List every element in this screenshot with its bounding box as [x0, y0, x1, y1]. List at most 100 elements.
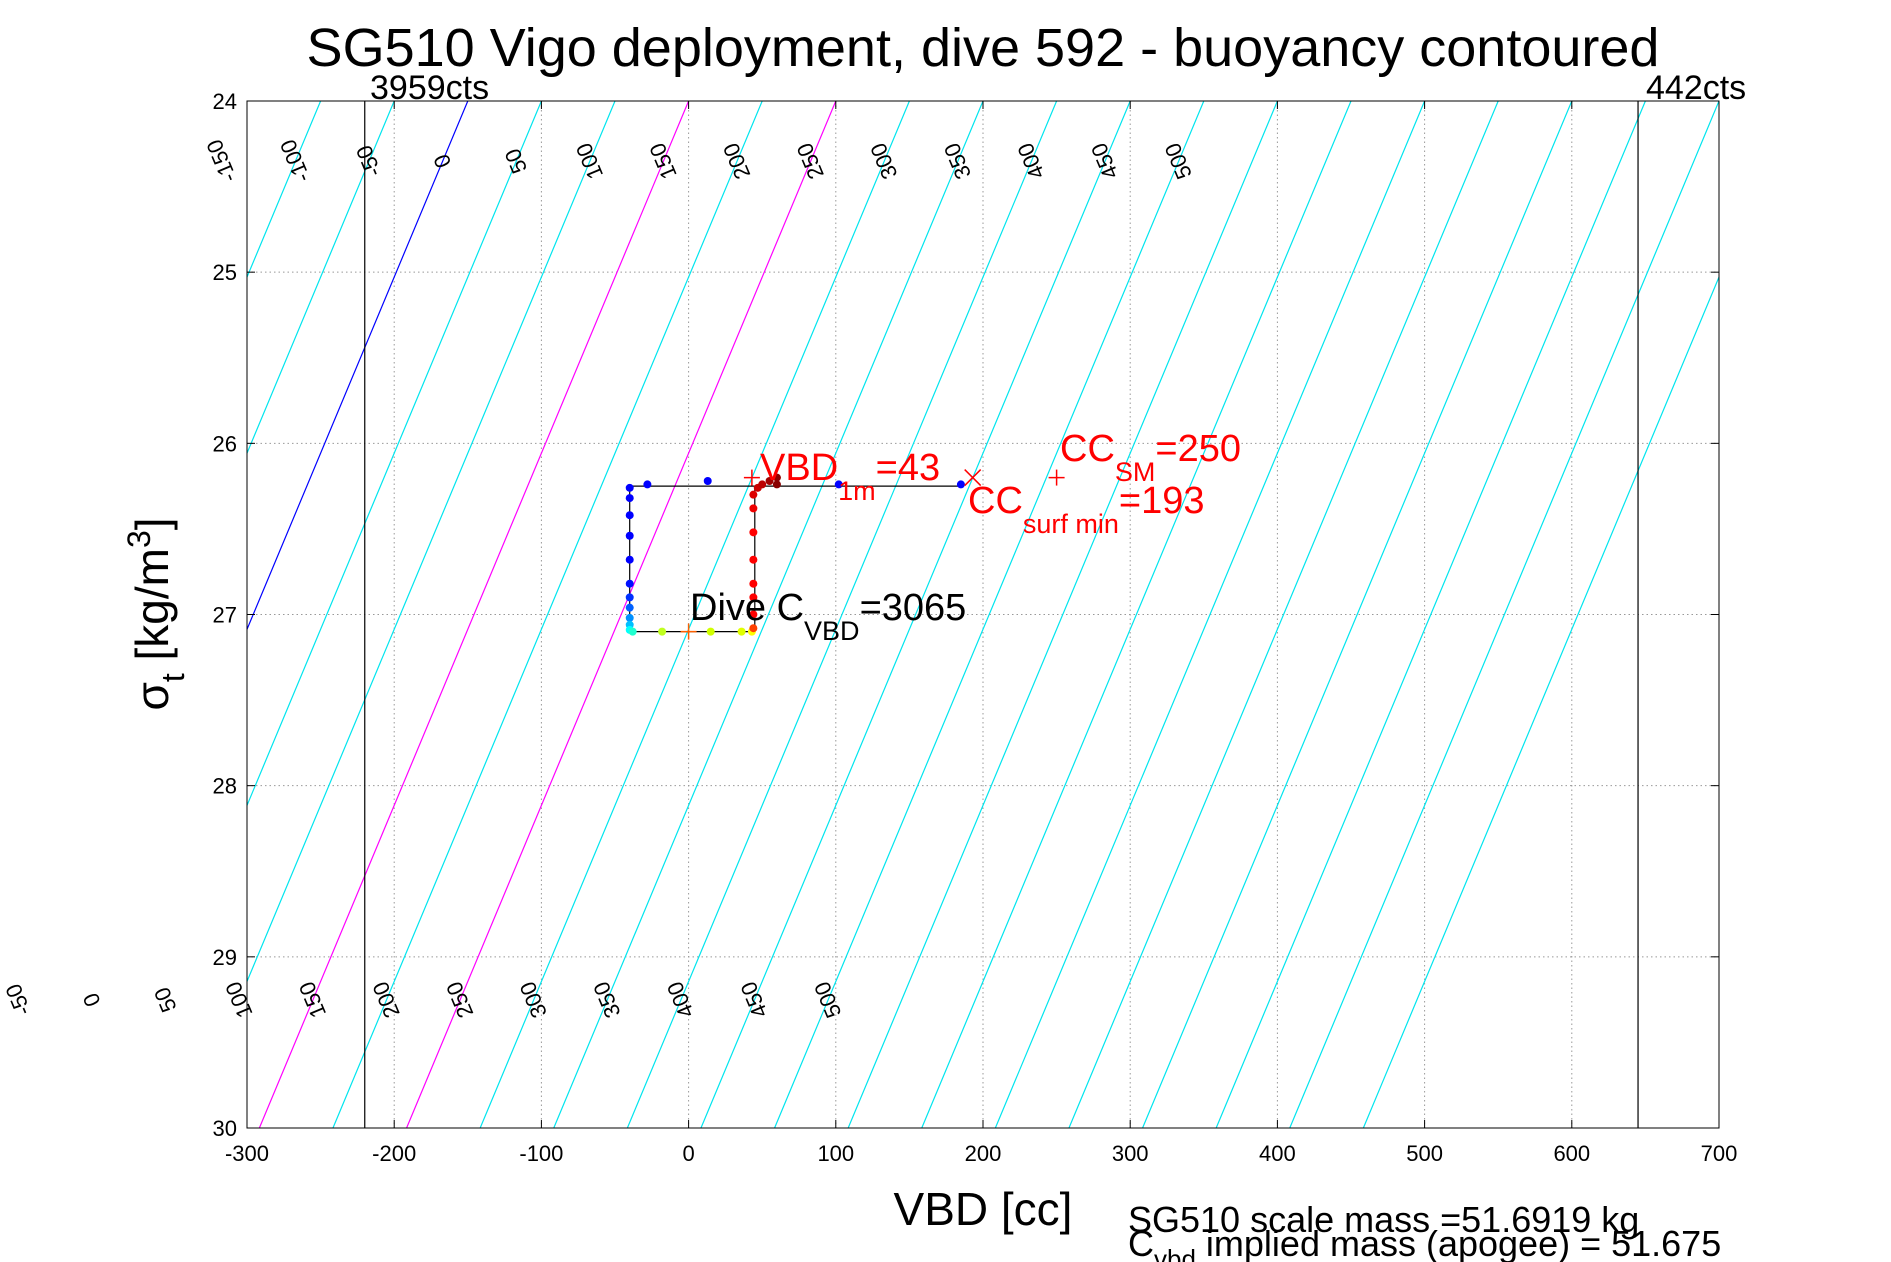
x-tick-label: 300	[1112, 1141, 1149, 1166]
contour-label-bottom-text: 200	[368, 978, 405, 1022]
contour-line	[1215, 101, 1646, 1128]
contour-line	[247, 101, 395, 455]
dive-trace-point	[625, 593, 634, 602]
axis-ticks: -300 -200 -100 0 100 200 300 400 500 600 700242526…	[213, 89, 1738, 1166]
contour-line	[258, 101, 690, 1128]
contour-line	[332, 101, 763, 1128]
dive-trace-point	[765, 476, 774, 485]
contour-label-top: 400	[1012, 139, 1049, 183]
cc-surf-annotation: CCsurf min=193	[968, 480, 1205, 539]
x-tick-label: 400	[1259, 1141, 1296, 1166]
dive-trace-point	[749, 528, 758, 537]
y-axis-label: σt [kg/m3]	[121, 517, 191, 710]
contour-line	[247, 101, 248, 103]
cc-sm-annotation: CCSM=250	[1060, 428, 1241, 487]
dive-trace-point	[749, 504, 758, 513]
x-axis-label: VBD [cc]	[894, 1183, 1073, 1235]
contour-label-bottom: 400	[662, 978, 699, 1022]
contour-label-top-text: -100	[275, 136, 315, 186]
x-tick-label: 700	[1701, 1141, 1738, 1166]
implied-mass-note: Cvbd implied mass (apogee) = 51.675	[1128, 1223, 1721, 1262]
contour-label-bottom: 500	[809, 978, 846, 1022]
contour-line	[700, 101, 1131, 1128]
dive-trace-point	[658, 627, 667, 636]
dive-trace-point	[625, 579, 634, 588]
contour-label-bottom: 300	[515, 978, 552, 1022]
contour-line	[1289, 101, 1719, 1128]
x-tick-label: -200	[372, 1141, 416, 1166]
contour-line	[406, 101, 837, 1128]
vbd-1m-annotation: VBD1m=43	[760, 447, 940, 506]
dive-trace-point	[749, 490, 758, 499]
vbd-limit-lines	[364, 101, 1639, 1128]
contour-label-bottom-text: 300	[515, 978, 552, 1022]
contour-line	[553, 101, 984, 1128]
contour-label-top: 200	[718, 139, 755, 183]
limit-label-right: 442cts	[1646, 69, 1746, 107]
contour-line	[921, 101, 1352, 1128]
contour-label-bottom-text: 500	[809, 978, 846, 1022]
contour-label-top: -150	[201, 136, 241, 186]
dive-trace-point	[625, 494, 634, 503]
contour-label-top: 150	[644, 139, 681, 183]
y-tick-label: 28	[213, 774, 237, 799]
contour-label-bottom-text: 0	[78, 989, 106, 1010]
contour-line	[626, 101, 1058, 1128]
chart-title: SG510 Vigo deployment, dive 592 - buoyan…	[307, 18, 1660, 78]
dive-trace-point	[625, 483, 634, 492]
contour-label-top: 0	[428, 151, 456, 172]
contour-label-top-text: 100	[571, 139, 608, 183]
x-tick-label: 200	[965, 1141, 1002, 1166]
contour-label-top: 350	[939, 139, 976, 183]
contour-label-top: -50	[351, 142, 386, 181]
contour-label-top-text: 200	[718, 139, 755, 183]
contour-label-bottom-text: 150	[294, 978, 331, 1022]
contour-label-top-text: 0	[428, 151, 456, 172]
dive-trace-point	[834, 480, 843, 489]
contour-label-bottom-text: -50	[0, 980, 35, 1019]
contour-label-top: 500	[1160, 139, 1197, 183]
contour-label-bottom: 50	[149, 984, 182, 1016]
contour-label-top-text: 450	[1086, 139, 1123, 183]
plus-marker	[743, 469, 760, 486]
dive-trace-point	[749, 624, 758, 633]
contour-line	[1362, 275, 1719, 1128]
dive-trace-point	[749, 555, 758, 564]
contour-line	[247, 101, 616, 984]
dive-trace-point	[625, 603, 634, 612]
contour-label-top: -100	[275, 136, 315, 186]
dive-trace	[625, 473, 965, 636]
marker-stroke	[964, 469, 982, 487]
contour-label-bottom-text: 250	[441, 978, 478, 1022]
contour-label-top-text: 50	[500, 145, 533, 177]
markers	[680, 469, 1065, 640]
y-tick-label: 30	[213, 1116, 237, 1141]
dive-trace-point	[703, 476, 712, 485]
contour-labels: -150 -100 -50 0 50 100 150 200 250 300 350 400 450 50…	[0, 136, 1197, 1022]
contour-label-bottom: 150	[294, 978, 331, 1022]
contour-label-bottom-text: 100	[220, 978, 257, 1022]
contour-label-bottom: -50	[0, 980, 35, 1019]
x-tick-label: -100	[519, 1141, 563, 1166]
x-tick-label: 600	[1553, 1141, 1590, 1166]
contour-label-bottom: 250	[441, 978, 478, 1022]
contour-label-top: 300	[865, 139, 902, 183]
grid	[246, 100, 1720, 1129]
contour-label-top-text: 300	[865, 139, 902, 183]
dive-trace-point	[749, 593, 758, 602]
contour-line	[0, 101, 26, 1128]
y-tick-label: 25	[213, 260, 237, 285]
dive-trace-point	[706, 627, 715, 636]
dive-trace-point	[625, 613, 634, 622]
contour-label-bottom-text: 350	[588, 978, 625, 1022]
contour-line	[1142, 101, 1573, 1128]
y-tick-label: 29	[213, 945, 237, 970]
contour-line	[1068, 101, 1499, 1128]
contour-label-bottom: 200	[368, 978, 405, 1022]
limit-label-left: 3959cts	[370, 69, 489, 107]
x-tick-label: 100	[817, 1141, 854, 1166]
dive-trace-point	[625, 531, 634, 540]
dive-trace-point	[956, 480, 965, 489]
y-tick-label: 26	[213, 431, 237, 456]
